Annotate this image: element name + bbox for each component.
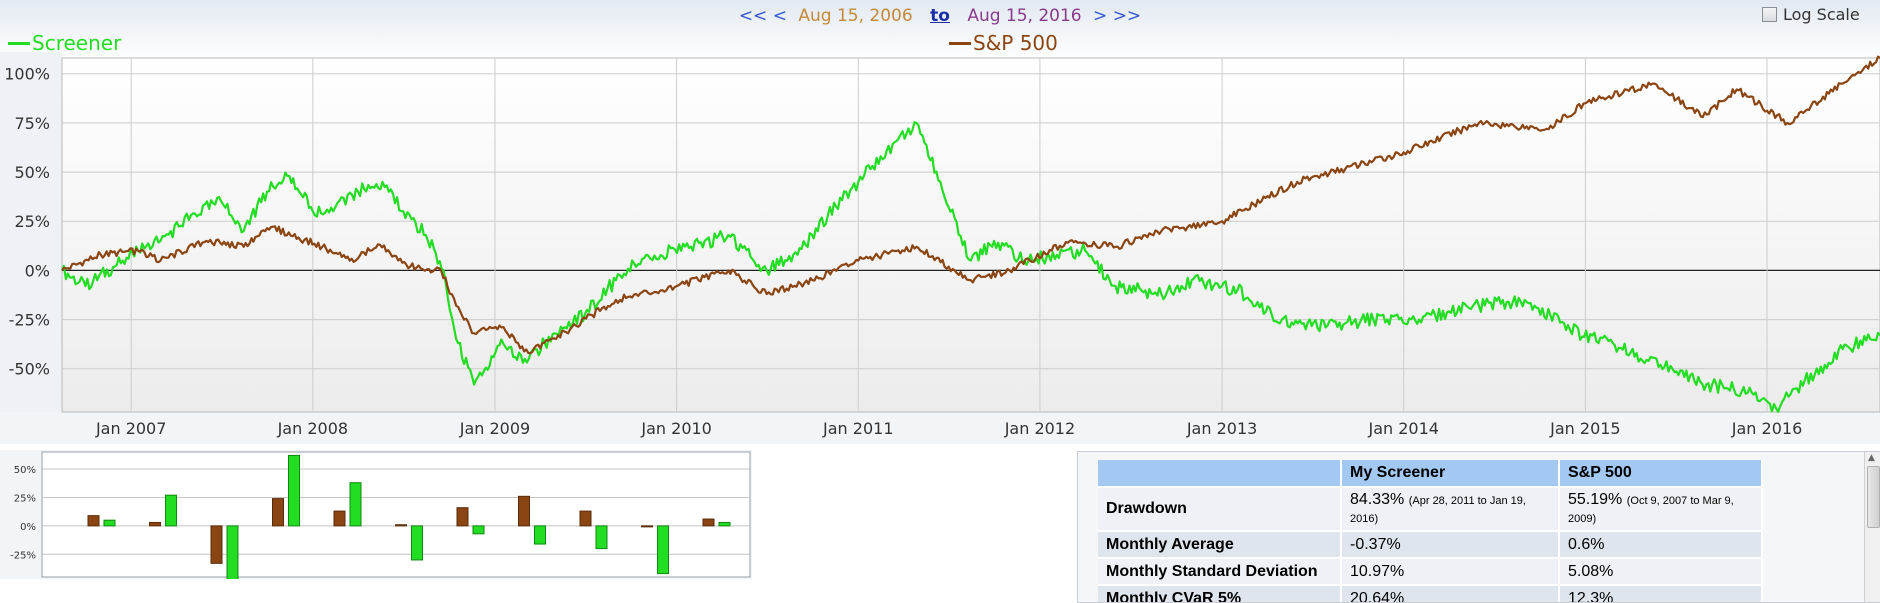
x-tick-label: Jan 2012: [1004, 419, 1075, 438]
bar-sp500: [456, 507, 469, 527]
bar-screener: [288, 454, 300, 527]
cell-screener: 20.64%: [1341, 584, 1560, 602]
bar-screener: [718, 521, 731, 527]
log-scale-toggle[interactable]: Log Scale: [1762, 5, 1860, 24]
cell-sp500: 55.19% (Oct 9, 2007 to Mar 9, 2009): [1559, 486, 1763, 531]
table-header-my-screener: My Screener: [1341, 460, 1560, 487]
stats-scrollbar[interactable]: ▲: [1864, 452, 1880, 602]
bar-sp500: [333, 510, 346, 527]
x-tick-label: Jan 2009: [459, 419, 530, 438]
cell-value: 84.33%: [1350, 491, 1405, 508]
x-axis-band: [0, 412, 1880, 444]
x-tick-label: Jan 2013: [1186, 419, 1257, 438]
bar-sp500: [641, 525, 653, 528]
bar-y-tick-label: 0%: [20, 522, 36, 533]
table-header-blank: [1098, 460, 1342, 487]
bar-plot-area: [41, 451, 751, 578]
table-row: Drawdown 84.33% (Apr 28, 2011 to Jan 19,…: [1098, 486, 1763, 531]
x-tick-label: Jan 2010: [640, 419, 711, 438]
bar-sp500: [87, 515, 100, 527]
bar-screener: [103, 519, 116, 527]
x-tick-label: Jan 2014: [1367, 419, 1438, 438]
row-label: Monthly CVaR 5%: [1098, 584, 1342, 602]
y-tick-label: 25%: [14, 212, 50, 231]
bar-screener: [657, 525, 669, 575]
nav-next-far-button[interactable]: >>: [1112, 6, 1142, 26]
x-tick-label: Jan 2015: [1549, 419, 1620, 438]
start-date-field[interactable]: Aug 15, 2006: [798, 6, 913, 26]
cell-screener: -0.37%: [1341, 530, 1560, 558]
to-link[interactable]: to: [930, 6, 950, 26]
date-range-selector: << < Aug 15, 2006 to Aug 15, 2016 > >>: [0, 6, 1880, 26]
table-header-row: My Screener S&P 500: [1098, 460, 1763, 487]
statistics-table: My Screener S&P 500 Drawdown 84.33% (Apr…: [1098, 460, 1763, 602]
cell-sp500: 5.08%: [1559, 557, 1763, 585]
legend-sp500-label: S&P 500: [973, 31, 1058, 55]
performance-line-chart: 100% 75% 50% 25% 0% -25% -50% Jan 2007 Jan 2008 J…: [0, 52, 1880, 444]
table-row: Monthly CVaR 5% 20.64% 12.3%: [1098, 584, 1763, 602]
log-scale-checkbox[interactable]: [1762, 7, 1777, 22]
bar-screener: [165, 494, 177, 527]
x-tick-label: Jan 2008: [277, 419, 348, 438]
cell-note: (Oct 9, 2007 to Mar 9, 2009): [1568, 495, 1734, 525]
bar-screener: [472, 525, 485, 535]
y-tick-label: 50%: [14, 163, 50, 182]
annual-returns-bar-chart: 50% 25% 0% -25%: [0, 450, 752, 579]
bar-screener: [595, 525, 608, 550]
cell-value: 55.19%: [1568, 491, 1623, 508]
bar-screener: [226, 525, 239, 579]
bar-y-tick-label: 25%: [14, 493, 36, 504]
bar-sp500: [210, 525, 223, 564]
log-scale-label: Log Scale: [1783, 5, 1860, 24]
y-tick-label: 75%: [14, 114, 50, 133]
y-tick-label: 100%: [4, 65, 50, 84]
row-label: Monthly Standard Deviation: [1098, 557, 1342, 585]
legend-sp500-swatch: [949, 41, 971, 45]
bar-screener: [534, 525, 546, 545]
cell-note: (Apr 28, 2011 to Jan 19, 2016): [1350, 495, 1526, 525]
bar-sp500: [272, 498, 284, 527]
bar-sp500: [395, 524, 407, 527]
bar-screener: [411, 525, 423, 561]
plot-area: [61, 57, 1880, 413]
bar-y-tick-label: 50%: [14, 465, 36, 476]
bar-sp500: [702, 518, 715, 527]
x-tick-label: Jan 2007: [95, 419, 166, 438]
cell-screener: 84.33% (Apr 28, 2011 to Jan 19, 2016): [1341, 486, 1560, 531]
cell-sp500: 12.3%: [1559, 584, 1763, 602]
bar-y-tick-label: -25%: [10, 550, 36, 561]
legend-sp500: S&P 500: [949, 31, 1058, 55]
row-label: Drawdown: [1098, 486, 1342, 531]
legend-screener: Screener: [8, 31, 121, 55]
y-axis-band: [0, 52, 62, 412]
y-tick-label: -25%: [9, 311, 50, 330]
y-tick-label: -50%: [9, 360, 50, 379]
nav-next-button[interactable]: >: [1093, 6, 1108, 26]
bar-screener: [349, 482, 362, 527]
scroll-up-icon[interactable]: ▲: [1868, 453, 1875, 463]
nav-prev-far-button[interactable]: <<: [738, 6, 768, 26]
cell-sp500: 0.6%: [1559, 530, 1763, 558]
bar-sp500: [579, 510, 592, 527]
nav-prev-button[interactable]: <: [772, 6, 787, 26]
table-row: Monthly Standard Deviation 10.97% 5.08%: [1098, 557, 1763, 585]
bar-sp500: [149, 521, 161, 527]
bar-sp500: [518, 495, 530, 527]
legend-screener-swatch: [8, 41, 30, 45]
legend-screener-label: Screener: [32, 31, 122, 55]
scrollbar-thumb[interactable]: [1867, 466, 1880, 528]
series-line-sp500: [61, 55, 1880, 355]
x-tick-label: Jan 2016: [1731, 419, 1802, 438]
end-date-field[interactable]: Aug 15, 2016: [967, 6, 1082, 26]
cell-screener: 10.97%: [1341, 557, 1560, 585]
table-row: Monthly Average -0.37% 0.6%: [1098, 530, 1763, 558]
table-header-sp500: S&P 500: [1559, 460, 1763, 487]
top-bar: [0, 0, 1880, 60]
statistics-panel: My Screener S&P 500 Drawdown 84.33% (Apr…: [1077, 451, 1880, 603]
series-line-screener: [60, 121, 1880, 413]
x-tick-label: Jan 2011: [822, 419, 893, 438]
row-label: Monthly Average: [1098, 530, 1342, 558]
y-tick-label: 0%: [25, 261, 50, 280]
